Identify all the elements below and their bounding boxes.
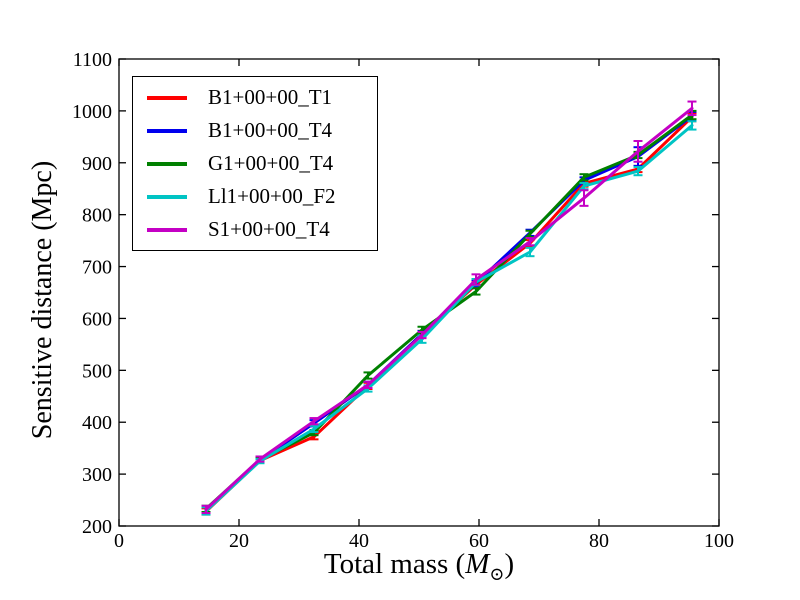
y-tick-label: 900 — [82, 153, 112, 175]
legend-label: Ll1+00+00_F2 — [208, 184, 336, 208]
legend-line-swatch — [147, 227, 187, 232]
y-ticks: 200 300 400 500 600 700 800 900 1000 1100 — [72, 49, 719, 538]
y-tick-label: 300 — [82, 464, 112, 486]
legend: B1+00+00_T1 B1+00+00_T4 G1+00+00_T4 Ll1+00+… — [132, 76, 378, 251]
axis-frame — [118, 58, 720, 527]
x-tick-label: 20 — [229, 530, 249, 552]
y-axis-label: Sensitive distance (Mpc) — [27, 160, 58, 440]
x-axis-label-suffix: ) — [504, 548, 515, 580]
legend-label: G1+00+00_T4 — [208, 151, 334, 175]
legend-line-swatch — [147, 95, 187, 100]
legend-label: B1+00+00_T1 — [208, 85, 333, 109]
x-tick-label: 40 — [349, 530, 369, 552]
x-tick-label: 80 — [589, 530, 609, 552]
x-axis-label: Total mass (M⊙) — [119, 548, 719, 585]
y-tick-label: 600 — [82, 308, 112, 330]
series-4 — [201, 100, 697, 515]
legend-item: S1+00+00_T4 — [147, 213, 377, 246]
legend-label: B1+00+00_T4 — [208, 118, 333, 142]
x-axis-label-prefix: Total mass ( — [323, 548, 466, 580]
x-tick-label: 60 — [469, 530, 489, 552]
y-tick-label: 500 — [82, 360, 112, 382]
y-tick-label: 800 — [82, 205, 112, 227]
legend-line-swatch — [147, 128, 187, 133]
legend-item: Ll1+00+00_F2 — [147, 180, 377, 213]
y-tick-label: 200 — [82, 516, 112, 538]
y-tick-label: 1100 — [73, 49, 112, 71]
legend-line-swatch — [147, 161, 187, 166]
legend-item: G1+00+00_T4 — [147, 147, 377, 180]
legend-line-swatch — [147, 194, 187, 199]
legend-item: B1+00+00_T1 — [147, 81, 377, 114]
x-tick-label: 100 — [704, 530, 734, 552]
y-tick-label: 400 — [82, 412, 112, 434]
y-tick-label: 700 — [82, 257, 112, 279]
sun-symbol-subscript: ⊙ — [489, 563, 505, 584]
legend-item: B1+00+00_T4 — [147, 114, 377, 147]
y-tick-label: 1000 — [72, 101, 112, 123]
x-ticks: 0 20 40 60 80 100 — [114, 59, 734, 552]
legend-label: S1+00+00_T4 — [208, 217, 330, 241]
x-axis-label-mass-symbol: M — [465, 548, 490, 580]
x-tick-label: 0 — [114, 530, 124, 552]
